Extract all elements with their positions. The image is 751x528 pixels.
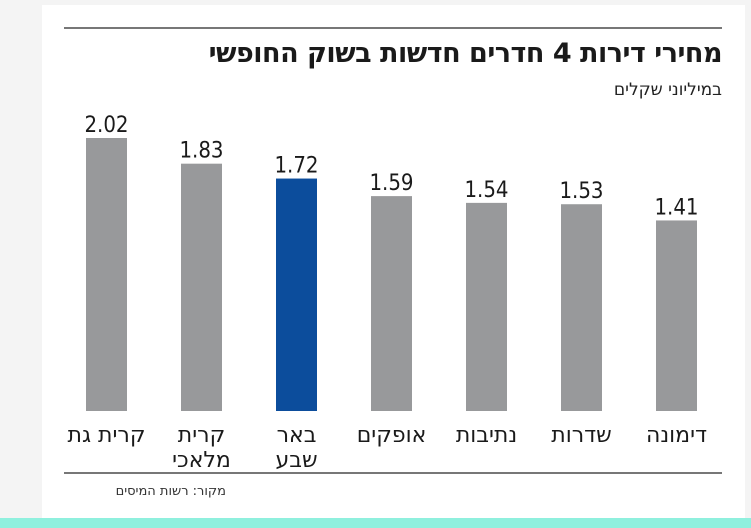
category-label-1-line-0: קרית bbox=[178, 423, 225, 448]
category-label-4-line-0: נתיבות bbox=[456, 423, 517, 448]
bar-1 bbox=[181, 163, 222, 411]
bar-5 bbox=[561, 204, 602, 411]
category-label-2-line-1: שבע bbox=[275, 448, 317, 473]
bottom-accent-strip bbox=[0, 518, 751, 528]
bar-4 bbox=[466, 202, 507, 411]
top-rule bbox=[64, 27, 722, 29]
value-label-5: 1.53 bbox=[559, 179, 603, 204]
category-label-1-line-1: מלאכי bbox=[172, 448, 231, 473]
chart-title: מחירי דירות 4 חדרים חדשות בשוק החופשי bbox=[208, 38, 723, 69]
bar-0 bbox=[86, 138, 127, 411]
value-label-2: 1.72 bbox=[274, 154, 318, 179]
category-label-5-line-0: שדרות bbox=[551, 423, 611, 448]
value-label-4: 1.54 bbox=[464, 178, 508, 203]
chart-subtitle: במיליוני שקלים bbox=[613, 80, 722, 100]
bar-2 bbox=[276, 178, 317, 411]
category-label-0-line-0: קרית גת bbox=[68, 423, 146, 448]
bottom-rule bbox=[64, 472, 722, 474]
category-label-3-line-0: אופקים bbox=[357, 423, 427, 448]
category-label-6-line-0: דימונה bbox=[646, 423, 707, 448]
bar-3 bbox=[371, 196, 412, 411]
value-label-1: 1.83 bbox=[179, 139, 223, 164]
value-label-3: 1.59 bbox=[369, 171, 413, 196]
source-note: מקור: רשות המיסים bbox=[115, 484, 226, 499]
category-label-2-line-0: באר bbox=[277, 423, 317, 448]
value-label-6: 1.41 bbox=[654, 195, 698, 220]
value-label-0: 2.02 bbox=[84, 113, 128, 138]
bar-6 bbox=[656, 220, 697, 411]
